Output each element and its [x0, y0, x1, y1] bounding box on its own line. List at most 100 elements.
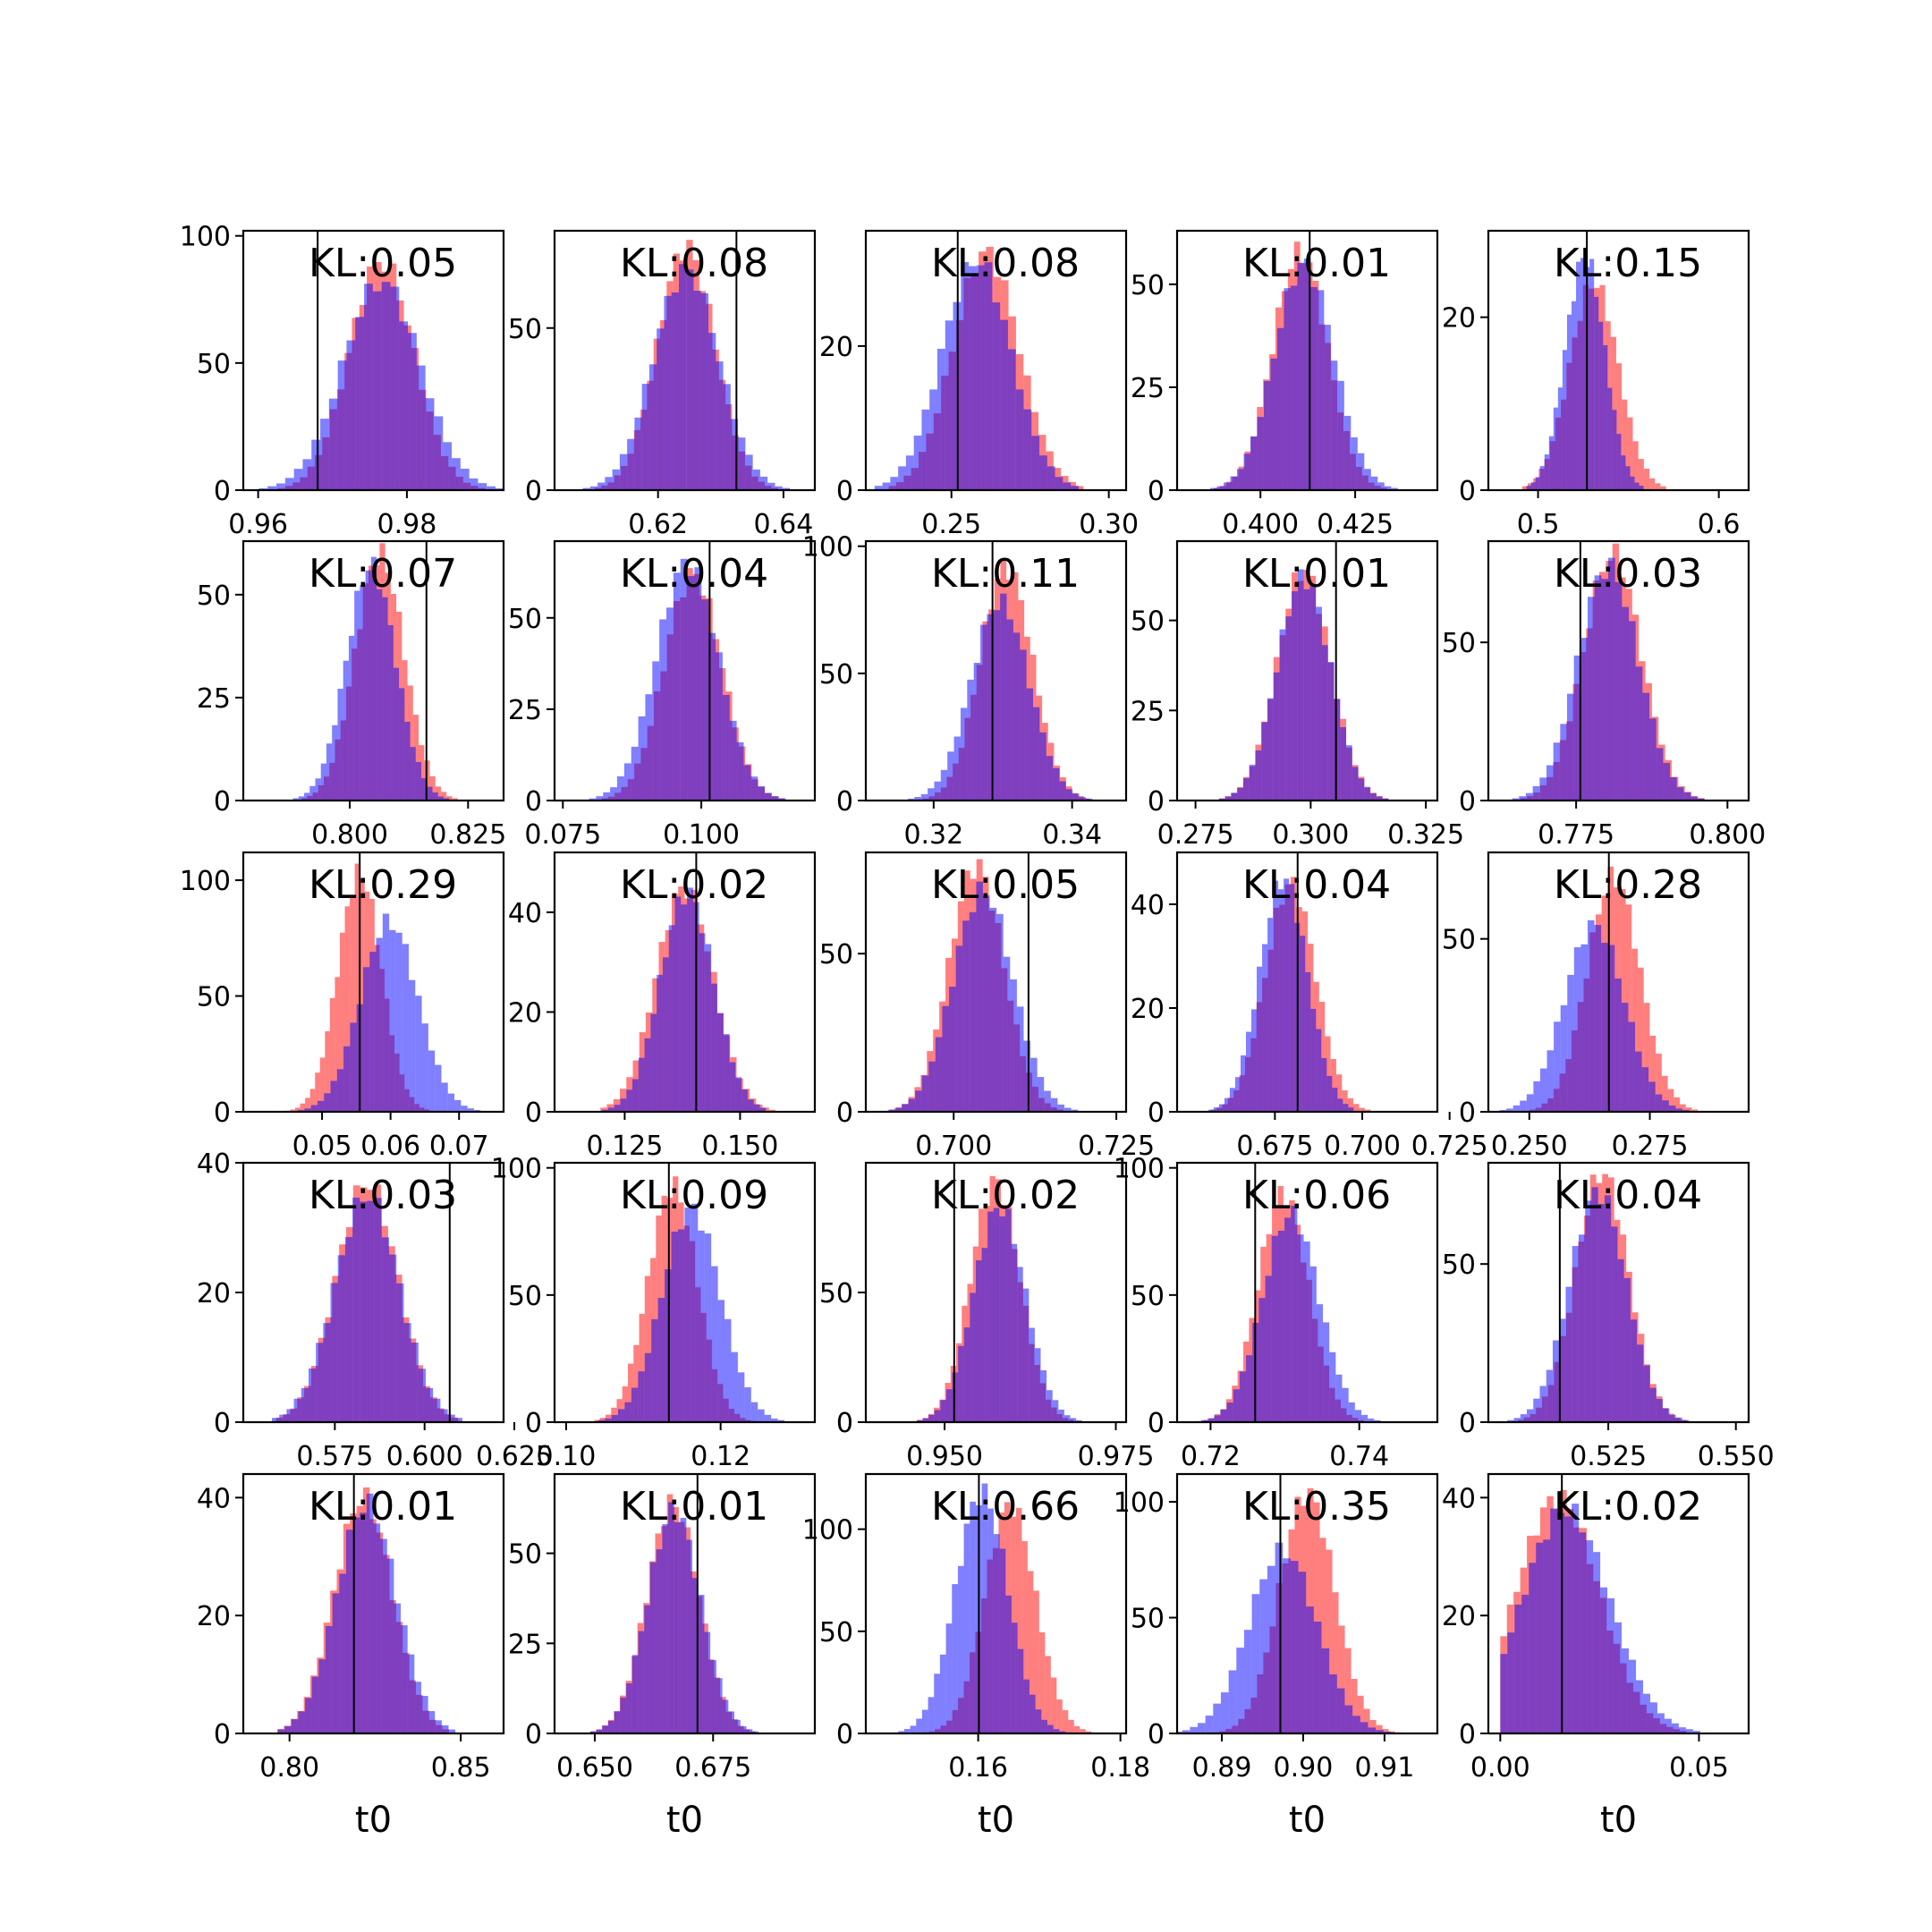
blue-histogram-bar — [631, 746, 639, 801]
blue-histogram-bar — [1629, 621, 1636, 801]
blue-histogram-bar — [1521, 1594, 1530, 1733]
y-tick-label: 0 — [836, 1408, 853, 1439]
blue-histogram-bar — [771, 795, 779, 801]
blue-histogram-bar — [320, 763, 326, 801]
blue-histogram-bar — [1587, 919, 1595, 1112]
axes-frame — [864, 1472, 1128, 1735]
red-histogram-bar — [644, 1275, 651, 1422]
blue-histogram-bar — [993, 1208, 1000, 1422]
blue-histogram-bar — [1218, 798, 1225, 801]
blue-histogram-bar — [1258, 1298, 1266, 1422]
red-histogram-bar — [440, 792, 447, 801]
blue-histogram-bar — [298, 796, 305, 801]
blue-histogram-bar — [1239, 1371, 1247, 1422]
plot-area — [892, 1474, 1097, 1733]
axes-frame — [1175, 229, 1439, 492]
blue-histogram-bar — [610, 787, 618, 801]
panel-3-5: 0 50 0.250 0.275 KL:0.28 — [1442, 851, 1750, 1162]
y-tick-label: 0 — [525, 1408, 542, 1439]
blue-histogram-bar — [929, 389, 937, 490]
plot-area — [874, 231, 1084, 490]
blue-histogram-bar — [1617, 1258, 1624, 1422]
blue-histogram-bar — [921, 409, 930, 490]
blue-histogram-bar — [1044, 1090, 1051, 1112]
red-histogram-bar — [315, 1072, 320, 1112]
blue-histogram-bar — [638, 1371, 645, 1422]
red-histogram-bar — [1015, 1507, 1022, 1733]
blue-histogram-bar — [745, 454, 753, 490]
red-histogram-bar — [1068, 1719, 1074, 1733]
blue-histogram-bar — [1580, 638, 1588, 801]
blue-histogram-bar — [680, 1517, 687, 1733]
blue-histogram-bar — [374, 1198, 382, 1422]
blue-histogram-bar — [350, 1022, 357, 1112]
blue-histogram-bar — [401, 1625, 408, 1733]
red-histogram-bar — [1326, 1549, 1333, 1733]
x-tick-label: 0.62 — [628, 509, 688, 540]
blue-histogram-bar — [1023, 409, 1032, 490]
blue-histogram-bar — [993, 1534, 1000, 1733]
blue-histogram-bar — [1370, 476, 1378, 490]
y-tick-label: 0 — [1459, 1408, 1476, 1439]
blue-histogram-bar — [441, 1082, 448, 1112]
blue-histogram-bar — [1058, 1409, 1064, 1422]
blue-histogram-bar — [293, 1398, 301, 1422]
blue-histogram-bar — [657, 974, 663, 1112]
panel-2-1: 0 25 50 0.800 0.825 KL:0.07 — [197, 539, 506, 851]
plot-area — [1218, 541, 1389, 801]
blue-histogram-bar — [1259, 1579, 1267, 1733]
red-histogram-bar — [1318, 1002, 1326, 1112]
blue-histogram-bar — [1585, 1200, 1592, 1422]
blue-histogram-bar — [267, 486, 277, 490]
blue-histogram-bar — [1637, 1344, 1644, 1422]
blue-histogram-bar — [605, 477, 613, 490]
plot-area — [258, 231, 504, 490]
blue-histogram-bar — [369, 952, 377, 1112]
x-tick-label: 0.91 — [1354, 1752, 1414, 1784]
blue-histogram-bar — [1539, 1385, 1546, 1422]
blue-histogram-bar — [724, 1318, 732, 1422]
blue-histogram-bar — [1514, 1605, 1522, 1733]
blue-histogram-bar — [390, 286, 400, 490]
y-tick-label: 0 — [1459, 786, 1476, 818]
blue-histogram-bar — [393, 667, 400, 801]
blue-histogram-bar — [1543, 1539, 1551, 1733]
blue-histogram-bar — [1243, 1630, 1252, 1733]
x-tick-label: 0.5 — [1517, 509, 1560, 540]
blue-histogram-bar — [1649, 1702, 1657, 1733]
blue-histogram-bar — [1332, 1088, 1338, 1112]
plot-area — [887, 852, 1079, 1112]
blue-histogram-bar — [952, 1372, 959, 1422]
blue-histogram-bar — [1290, 1561, 1299, 1733]
blue-histogram-bar — [698, 1230, 705, 1422]
blue-histogram-bar — [448, 1729, 456, 1733]
panel-3-2: 0 20 40 0.125 0.150 KL:0.02 — [508, 851, 817, 1162]
blue-histogram-bar — [916, 1718, 922, 1733]
plot-area — [1512, 541, 1705, 801]
blue-histogram-bar — [1377, 482, 1385, 490]
x-tick-label: 0.30 — [1079, 509, 1139, 540]
blue-histogram-bar — [1354, 1410, 1361, 1422]
blue-histogram-bar — [1283, 1558, 1291, 1733]
x-tick-label: 0.575 — [296, 1441, 373, 1472]
blue-histogram-bar — [928, 1061, 936, 1112]
x-tick-label: 0.725 — [1411, 1131, 1488, 1162]
blue-histogram-bar — [1063, 1107, 1072, 1112]
y-tick-label: 100 — [1114, 1487, 1165, 1519]
red-histogram-bar — [1649, 1035, 1657, 1112]
blue-histogram-bar — [415, 996, 422, 1112]
blue-histogram-bar — [987, 1211, 994, 1422]
axes-frame — [864, 539, 1128, 802]
blue-histogram-bar — [1029, 1327, 1035, 1422]
blue-histogram-bar — [1382, 798, 1389, 801]
blue-histogram-bar — [1243, 453, 1250, 490]
y-tick-label: 100 — [491, 1154, 542, 1185]
red-histogram-bar — [419, 745, 425, 801]
blue-histogram-bar — [305, 1698, 312, 1733]
blue-histogram-bar — [1697, 798, 1705, 801]
blue-histogram-bar — [921, 1075, 929, 1112]
red-histogram-bar — [1382, 1729, 1389, 1733]
red-histogram-bar — [412, 715, 419, 801]
y-tick-label: 0 — [836, 786, 853, 818]
blue-histogram-bar — [1639, 486, 1644, 490]
